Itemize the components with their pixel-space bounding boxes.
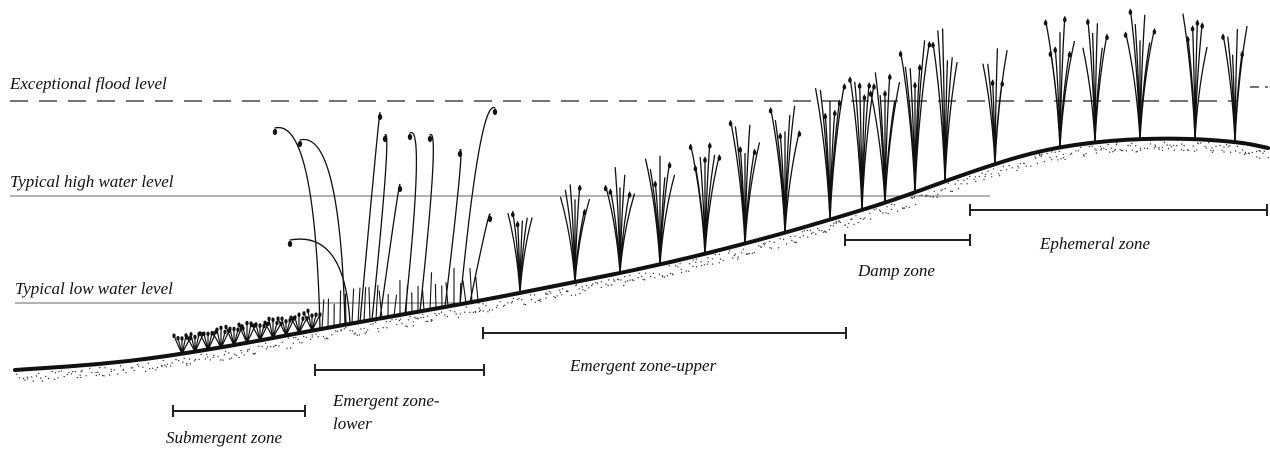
- vegetation: [172, 8, 1248, 355]
- soil-stipple: [16, 141, 1270, 382]
- typical-high-water-level-label: Typical high water level: [10, 172, 174, 191]
- ephemeral-zone-label: Ephemeral zone: [1040, 234, 1151, 253]
- damp-zone-bracket: [844, 234, 971, 246]
- submergent-zone-label: Submergent zone: [166, 428, 282, 447]
- damp-zone-label: Damp zone: [858, 261, 935, 280]
- ephemeral-zone-bracket: [969, 204, 1268, 216]
- emergent-zone-upper-bracket: [482, 327, 847, 339]
- exceptional-flood-level-label: Exceptional flood level: [10, 74, 167, 93]
- emergent-zone-lower-bracket: [314, 364, 485, 376]
- typical-low-water-level-label: Typical low water level: [15, 279, 173, 298]
- emergent-zone-lower-label-line2: lower: [333, 414, 372, 433]
- submergent-zone-bracket: [172, 405, 306, 417]
- emergent-zone-lower-label-line1: Emergent zone-: [333, 391, 440, 410]
- emergent-zone-upper-label: Emergent zone-upper: [570, 356, 717, 375]
- ground-profile: [13, 136, 1270, 372]
